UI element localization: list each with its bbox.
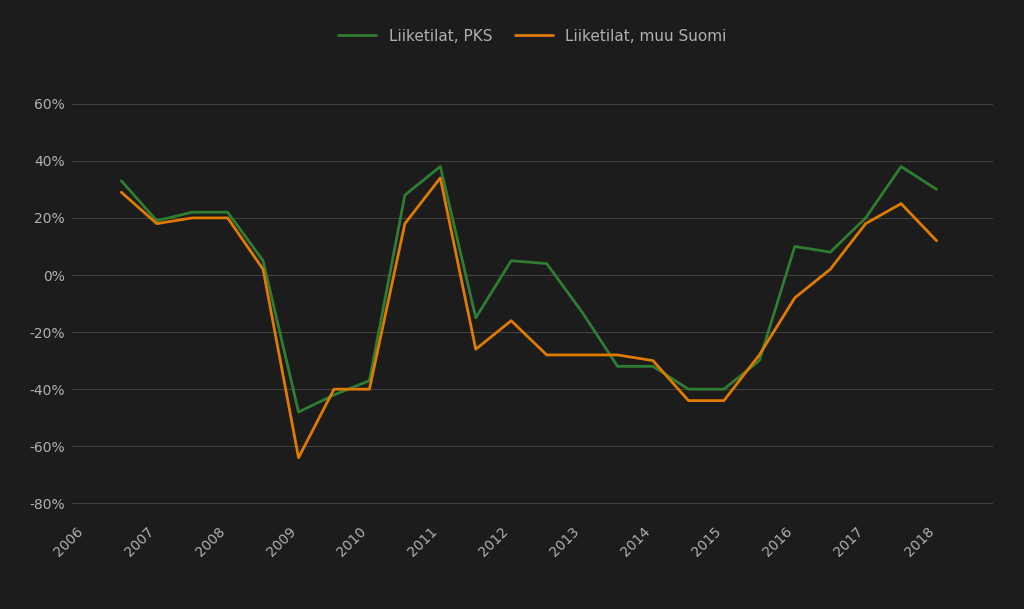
Liiketilat, muu Suomi (895, 200, 907, 207)
Liiketilat, PKS (151, 217, 163, 225)
Liiketilat, PKS (434, 163, 446, 170)
Liiketilat, PKS (257, 257, 269, 264)
Liiketilat, muu Suomi (647, 357, 659, 364)
Liiketilat, muu Suomi (611, 351, 624, 359)
Liiketilat, muu Suomi (682, 397, 694, 404)
Liiketilat, muu Suomi (788, 294, 801, 301)
Liiketilat, PKS (575, 308, 588, 315)
Liiketilat, PKS (221, 208, 233, 216)
Liiketilat, PKS (824, 248, 837, 256)
Liiketilat, PKS (788, 243, 801, 250)
Liiketilat, muu Suomi (470, 345, 482, 353)
Liiketilat, muu Suomi (328, 385, 340, 393)
Liiketilat, muu Suomi (257, 266, 269, 273)
Liiketilat, PKS (611, 363, 624, 370)
Liiketilat, PKS (541, 260, 553, 267)
Liiketilat, PKS (470, 314, 482, 322)
Liiketilat, muu Suomi (186, 214, 199, 222)
Liiketilat, muu Suomi (151, 220, 163, 227)
Line: Liiketilat, PKS: Liiketilat, PKS (121, 166, 937, 412)
Liiketilat, muu Suomi (505, 317, 517, 325)
Liiketilat, PKS (398, 191, 411, 199)
Liiketilat, PKS (505, 257, 517, 264)
Liiketilat, muu Suomi (221, 214, 233, 222)
Liiketilat, PKS (115, 177, 127, 185)
Liiketilat, PKS (931, 186, 943, 193)
Liiketilat, muu Suomi (718, 397, 730, 404)
Liiketilat, PKS (328, 391, 340, 398)
Liiketilat, muu Suomi (754, 351, 766, 359)
Liiketilat, PKS (364, 377, 376, 384)
Liiketilat, muu Suomi (398, 220, 411, 227)
Liiketilat, PKS (895, 163, 907, 170)
Legend: Liiketilat, PKS, Liiketilat, muu Suomi: Liiketilat, PKS, Liiketilat, muu Suomi (332, 23, 733, 50)
Line: Liiketilat, muu Suomi: Liiketilat, muu Suomi (121, 178, 937, 458)
Liiketilat, PKS (186, 208, 199, 216)
Liiketilat, PKS (754, 357, 766, 364)
Liiketilat, muu Suomi (859, 220, 871, 227)
Liiketilat, PKS (682, 385, 694, 393)
Liiketilat, muu Suomi (575, 351, 588, 359)
Liiketilat, muu Suomi (541, 351, 553, 359)
Liiketilat, PKS (718, 385, 730, 393)
Liiketilat, muu Suomi (931, 237, 943, 244)
Liiketilat, PKS (859, 214, 871, 222)
Liiketilat, PKS (647, 363, 659, 370)
Liiketilat, muu Suomi (434, 174, 446, 181)
Liiketilat, muu Suomi (824, 266, 837, 273)
Liiketilat, muu Suomi (364, 385, 376, 393)
Liiketilat, muu Suomi (293, 454, 305, 462)
Liiketilat, muu Suomi (115, 189, 127, 196)
Liiketilat, PKS (293, 409, 305, 416)
